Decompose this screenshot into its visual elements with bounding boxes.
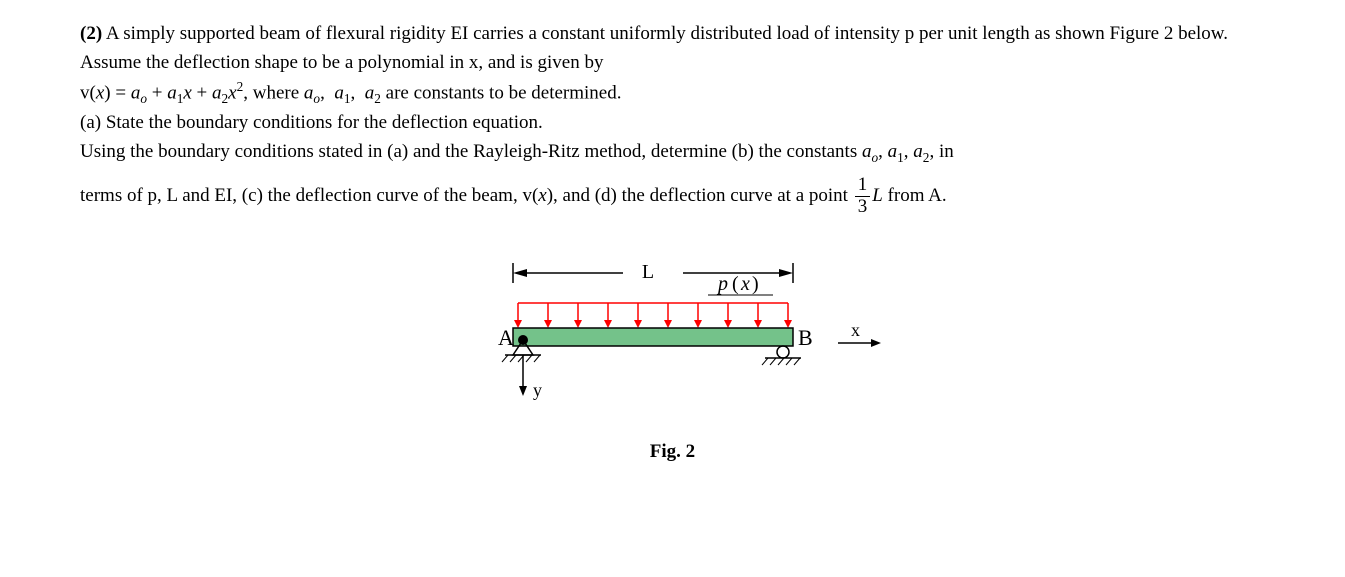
label-x: x <box>851 320 860 340</box>
problem-container: (2) A simply supported beam of flexural … <box>80 20 1265 218</box>
frac-den: 3 <box>855 197 871 218</box>
eq-x1: x <box>183 82 191 103</box>
equation-line: v(x) = ao + a1x + a2x2, where ao, a1, a2… <box>80 77 1265 109</box>
label-px-var: x <box>740 273 750 295</box>
problem-number: (2) <box>80 23 102 44</box>
beam-rect <box>513 328 793 346</box>
intro-2d: a <box>334 82 344 103</box>
eq-equals: = <box>111 82 131 103</box>
label-B: B <box>798 325 813 350</box>
eq-a1: a <box>167 82 177 103</box>
figure-container: L p ( x ) A B <box>80 248 1265 466</box>
intro-2g: are constants to be determined. <box>381 82 622 103</box>
intro-2c: , <box>320 82 330 103</box>
intro-2e: , <box>350 82 360 103</box>
label-px-p: p <box>716 273 728 295</box>
pb-a2: a <box>913 141 923 162</box>
part-b-2b: x <box>538 185 546 206</box>
eq-sub0: o <box>140 91 147 106</box>
eq-x2: x <box>228 82 236 103</box>
figure-caption: Fig. 2 <box>80 438 1265 467</box>
fraction-one-third: 13 <box>855 175 871 218</box>
intro-2f: a <box>365 82 375 103</box>
pb-c2: , <box>904 141 914 162</box>
pb-a1: a <box>888 141 898 162</box>
part-b-2c: ), and (d) the deflection curve at a poi… <box>547 185 853 206</box>
intro-2a: , where <box>243 82 304 103</box>
label-L: L <box>641 261 653 283</box>
part-b-2e: from A. <box>883 185 947 206</box>
eq-plus2: + <box>192 82 212 103</box>
frac-num: 1 <box>855 175 871 197</box>
part-b-2d: L <box>872 185 883 206</box>
label-A: A <box>498 325 514 350</box>
label-px-open: ( <box>732 273 739 295</box>
beam-diagram: L p ( x ) A B <box>443 248 903 418</box>
problem-intro-line1: (2) A simply supported beam of flexural … <box>80 20 1265 77</box>
label-y: y <box>533 380 542 400</box>
pb-c3: , in <box>929 141 953 162</box>
part-b-1: Using the boundary conditions stated in … <box>80 141 862 162</box>
eq-plus1: + <box>147 82 167 103</box>
part-a: (a) State the boundary conditions for th… <box>80 109 1265 138</box>
eq-vx: v(x) <box>80 82 111 103</box>
part-b-line2: terms of p, L and EI, (c) the deflection… <box>80 175 1265 218</box>
pb-c1: , <box>878 141 888 162</box>
eq-a2: a <box>212 82 222 103</box>
intro-2b: a <box>304 82 314 103</box>
eq-a0: a <box>131 82 141 103</box>
load-arrows <box>514 303 792 328</box>
intro-2f-sub: 2 <box>374 91 381 106</box>
roller-support-icon <box>777 346 789 358</box>
part-b-2a: terms of p, L and EI, (c) the deflection… <box>80 185 538 206</box>
intro-text-1: A simply supported beam of flexural rigi… <box>80 23 1228 73</box>
label-px-close: ) <box>752 273 759 295</box>
pb-a1-sub: 1 <box>897 149 904 164</box>
part-b-line1: Using the boundary conditions stated in … <box>80 138 1265 168</box>
